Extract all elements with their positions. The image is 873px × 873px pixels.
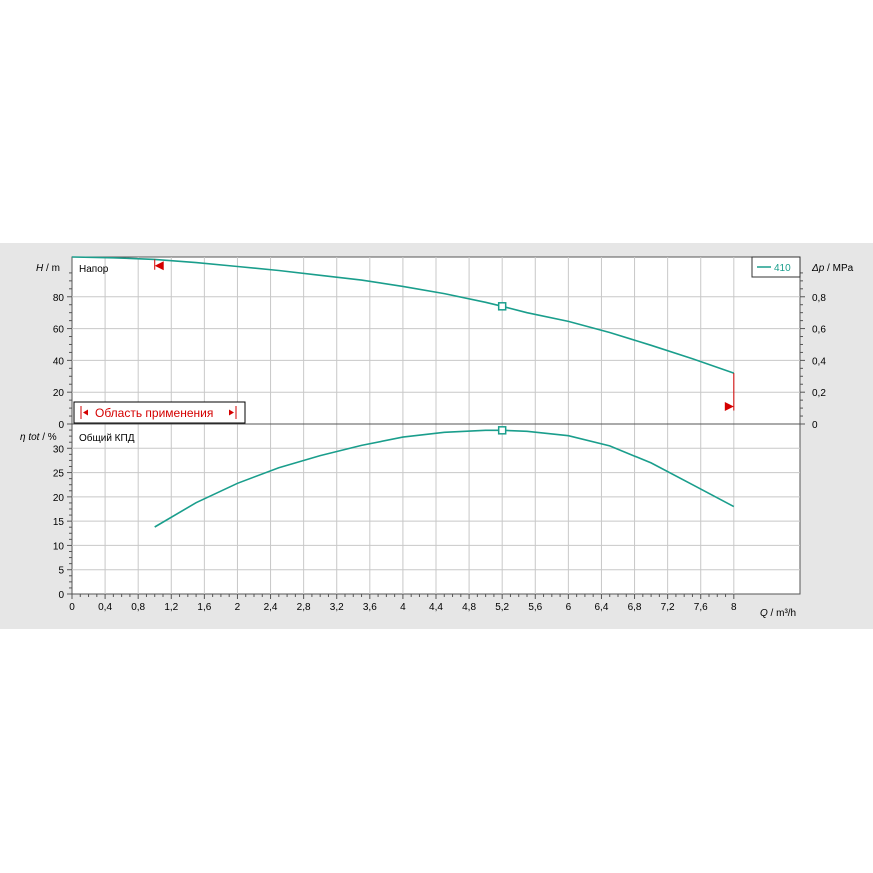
lower-y-tick-label: 10	[53, 541, 65, 552]
upper-y-axis-unit: / m	[43, 263, 60, 274]
pump-performance-chart: 0 0,4 0,8 1,2 1,6 2 2,4 2,8 3,2 3,6 4 4,4 4,8 5,2 5,6 6…	[0, 243, 873, 629]
upper-y2-axis-unit: / MPa	[824, 263, 853, 274]
grid	[72, 257, 800, 594]
application-range-frame	[73, 401, 246, 424]
x-axis-var: Q	[760, 608, 768, 619]
upper-y-axis-var: H	[36, 263, 44, 274]
lower-y-tick-label: 5	[58, 566, 64, 577]
lower-y-axis-var: η tot	[20, 432, 41, 443]
x-tick-label: 5,6	[528, 602, 542, 613]
upper-y2-axis-label: Δp / MPa	[811, 263, 854, 274]
x-tick-label: 6	[566, 602, 572, 613]
application-range-label: Область применения	[95, 406, 213, 420]
upper-y-tick-label: 60	[53, 325, 65, 336]
x-axis-unit: / m³/h	[768, 608, 796, 619]
lower-chart-title: Общий КПД	[79, 432, 135, 444]
lower-y-tick-label: 30	[53, 444, 65, 455]
x-tick-label: 1,2	[164, 602, 178, 613]
chart-svg: 0 0,4 0,8 1,2 1,6 2 2,4 2,8 3,2 3,6 4 4,4 4,8 5,2 5,6 6…	[20, 256, 854, 619]
upper-y2-tick-label: 0,6	[812, 325, 826, 336]
x-tick-label: 3,2	[330, 602, 344, 613]
x-tick-label: 3,6	[363, 602, 377, 613]
range-max-marker	[724, 402, 734, 412]
x-tick-label: 7,6	[694, 602, 708, 613]
upper-y-tick-label: 80	[53, 293, 65, 304]
efficiency-curve	[154, 429, 735, 528]
upper-y-tick-label: 0	[58, 420, 64, 431]
lower-y-axis-label: η tot / %	[20, 432, 57, 443]
lower-y-axis-unit: / %	[39, 432, 56, 443]
upper-y-axis-label: H / m	[36, 263, 60, 274]
x-tick-label: 0,8	[131, 602, 145, 613]
application-range-box: Область применения	[73, 401, 246, 424]
x-tick-label: 4	[400, 602, 406, 613]
x-tick-label: 2,8	[297, 602, 311, 613]
upper-y2-tick-label: 0,4	[812, 356, 826, 367]
x-tick-label: 8	[731, 602, 737, 613]
upper-y2-axis-var: Δp	[811, 263, 825, 274]
upper-y2-tick-label: 0,8	[812, 293, 826, 304]
legend-box	[751, 256, 801, 278]
upper-y-tick-label: 20	[53, 388, 65, 399]
legend: 410	[751, 256, 801, 278]
upper-y-tick-label: 40	[53, 356, 65, 367]
x-tick-label: 6,8	[628, 602, 642, 613]
axes: 0 0,4 0,8 1,2 1,6 2 2,4 2,8 3,2 3,6 4 4,4 4,8 5,2 5,6 6…	[53, 272, 826, 613]
series-layer	[71, 256, 735, 528]
range-min-marker	[154, 261, 164, 271]
x-axis-label: Q / m³/h	[760, 608, 796, 619]
lower-y-tick-label: 20	[53, 493, 65, 504]
legend-series-label: 410	[774, 263, 791, 274]
x-tick-label: 6,4	[595, 602, 609, 613]
efficiency-duty-point-marker	[497, 426, 507, 435]
x-tick-label: 2	[235, 602, 241, 613]
x-tick-label: 0,4	[98, 602, 112, 613]
x-tick-label: 2,4	[264, 602, 278, 613]
lower-y-tick-label: 15	[53, 517, 65, 528]
application-range-left-arrow	[83, 409, 88, 416]
upper-y2-tick-label: 0	[812, 420, 818, 431]
x-tick-label: 4,8	[462, 602, 476, 613]
lower-y-tick-label: 25	[53, 469, 65, 480]
x-tick-label: 4,4	[429, 602, 443, 613]
x-tick-label: 7,2	[661, 602, 675, 613]
application-range-right-arrow	[229, 409, 234, 416]
head-curve	[71, 256, 735, 374]
x-tick-label: 0	[69, 602, 75, 613]
lower-y-tick-label: 0	[58, 590, 64, 601]
upper-y2-tick-label: 0,2	[812, 388, 826, 399]
x-tick-label: 1,6	[197, 602, 211, 613]
x-tick-label: 5,2	[495, 602, 509, 613]
head-duty-point-marker	[497, 302, 507, 311]
upper-chart-title: Напор	[79, 264, 109, 275]
